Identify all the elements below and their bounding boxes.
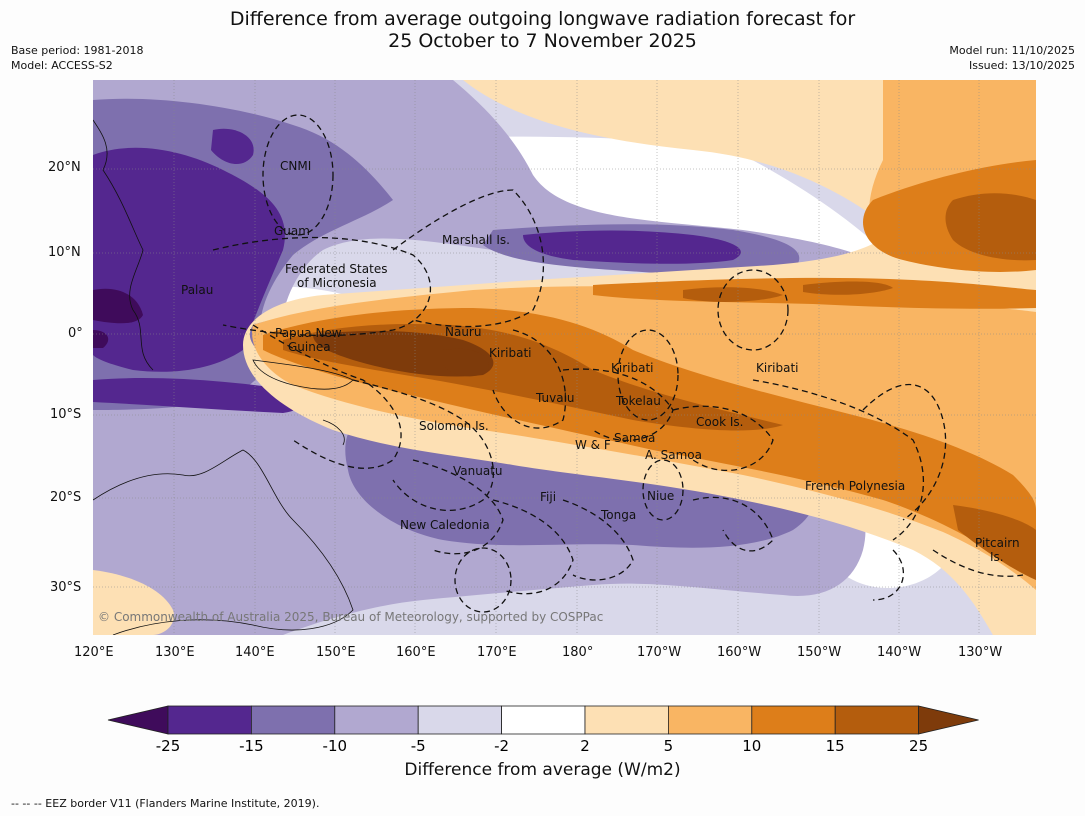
colorbar-tick-label: 2 — [580, 737, 590, 755]
label-french-polynesia: French Polynesia — [805, 479, 905, 493]
map-title: Difference from average outgoing longwav… — [0, 8, 1085, 52]
colorbar-tick-label: -5 — [411, 737, 426, 755]
label-wf: W & F — [575, 438, 611, 452]
lon-label-130e: 130°E — [155, 645, 195, 660]
label-new-caledonia: New Caledonia — [400, 518, 490, 532]
label-cnmi: CNMI — [280, 159, 311, 173]
colorbar-ticks: -25 -15 -10 -5 -2 2 5 10 15 25 — [156, 737, 928, 755]
label-marshall: Marshall Is. — [442, 233, 510, 247]
label-fiji: Fiji — [540, 490, 556, 504]
colorbar-segment — [584, 705, 669, 735]
colorbar-tick-label: -2 — [494, 737, 509, 755]
colorbar-extend-high — [918, 705, 979, 735]
lon-label-140w: 140°W — [877, 645, 922, 660]
lon-label-160w: 160°W — [717, 645, 762, 660]
label-nauru: Nauru — [445, 325, 481, 339]
label-solomon: Solomon Is. — [419, 419, 489, 433]
base-period: Base period: 1981-2018 — [11, 44, 144, 57]
lat-label-20n: 20°N — [48, 160, 81, 175]
colorbar-tick-label: -25 — [156, 737, 181, 755]
anomaly-map: CNMI Guam Marshall Is. Federated States … — [93, 80, 1036, 635]
label-kiribati-west: Kiribati — [489, 346, 531, 360]
map-panel: CNMI Guam Marshall Is. Federated States … — [93, 80, 1036, 635]
colorbar-tick-label: 5 — [664, 737, 674, 755]
lat-label-10s: 10°S — [50, 407, 82, 422]
colorbar-segment — [334, 705, 419, 735]
label-fsm-1: Federated States — [285, 262, 387, 276]
eez-borders — [212, 114, 1024, 613]
colorbar-label: Difference from average (W/m2) — [404, 760, 681, 780]
coastlines — [93, 119, 354, 635]
label-png-2: Guinea — [288, 340, 331, 354]
meta-right: Model run: 11/10/2025 Issued: 13/10/2025 — [949, 43, 1075, 73]
lat-label-10n: 10°N — [48, 245, 81, 260]
issued-date: Issued: 13/10/2025 — [968, 59, 1075, 72]
negative-anomaly-extreme — [93, 288, 143, 348]
label-pitcairn-2: Is. — [990, 550, 1004, 564]
region-labels: CNMI Guam Marshall Is. Federated States … — [181, 159, 1020, 564]
colorbar-extend-low — [107, 705, 169, 735]
colorbar-segment — [417, 705, 503, 735]
label-palau: Palau — [181, 283, 213, 297]
colorbar-segments — [107, 705, 979, 735]
eez-footnote: -- -- -- EEZ border V11 (Flanders Marine… — [11, 797, 320, 810]
label-cook: Cook Is. — [696, 415, 743, 429]
title-line-1: Difference from average outgoing longwav… — [229, 8, 856, 30]
copyright-notice: © Commonwealth of Australia 2025, Bureau… — [98, 610, 603, 624]
colorbar-tick-label: -10 — [323, 737, 348, 755]
lon-label-150e: 150°E — [316, 645, 356, 660]
label-fsm-2: of Micronesia — [297, 276, 377, 290]
colorbar-segment — [751, 705, 836, 735]
colorbar: -25 -15 -10 -5 -2 2 5 10 15 25 — [107, 705, 979, 755]
positive-anomaly-extreme — [313, 330, 494, 377]
colorbar-segment — [250, 705, 336, 735]
colorbar-tick-label: -15 — [239, 737, 264, 755]
label-niue: Niue — [647, 489, 674, 503]
label-kiribati-east: Kiribati — [756, 361, 798, 375]
label-pitcairn-1: Pitcairn — [975, 536, 1020, 550]
colorbar-segment — [501, 705, 586, 735]
label-kiribati-central: Kiribati — [611, 361, 653, 375]
lon-label-130w: 130°W — [958, 645, 1003, 660]
colorbar-tick-label: 10 — [742, 737, 761, 755]
label-samoa: Samoa — [614, 431, 655, 445]
lon-label-150w: 150°W — [797, 645, 842, 660]
label-guam: Guam — [274, 224, 310, 238]
lat-label-30s: 30°S — [50, 580, 82, 595]
lon-label-170w: 170°W — [637, 645, 682, 660]
label-tokelau: Tokelau — [615, 394, 661, 408]
label-tonga: Tonga — [600, 508, 636, 522]
label-png-1: Papua New — [275, 326, 342, 340]
label-vanuatu: Vanuatu — [453, 464, 503, 478]
model-run: Model run: 11/10/2025 — [949, 44, 1075, 57]
colorbar-tick-label: 25 — [909, 737, 928, 755]
lon-label-170e: 170°E — [477, 645, 517, 660]
title-line-2: 25 October to 7 November 2025 — [388, 30, 697, 52]
colorbar-segment — [167, 705, 252, 735]
model-name: Model: ACCESS-S2 — [11, 59, 113, 72]
colorbar-tick-label: 15 — [826, 737, 845, 755]
label-tuvalu: Tuvalu — [535, 391, 575, 405]
label-asamoa: A. Samoa — [645, 448, 702, 462]
colorbar-segment — [834, 705, 920, 735]
colorbar-segment — [668, 705, 753, 735]
lon-label-180: 180° — [562, 645, 594, 660]
graticule — [93, 80, 1036, 635]
lat-label-20s: 20°S — [50, 490, 82, 505]
lon-label-120e: 120°E — [74, 645, 114, 660]
meta-left: Base period: 1981-2018 Model: ACCESS-S2 — [11, 43, 143, 73]
lon-label-140e: 140°E — [235, 645, 275, 660]
lon-label-160e: 160°E — [396, 645, 436, 660]
lat-label-0: 0° — [68, 326, 83, 341]
